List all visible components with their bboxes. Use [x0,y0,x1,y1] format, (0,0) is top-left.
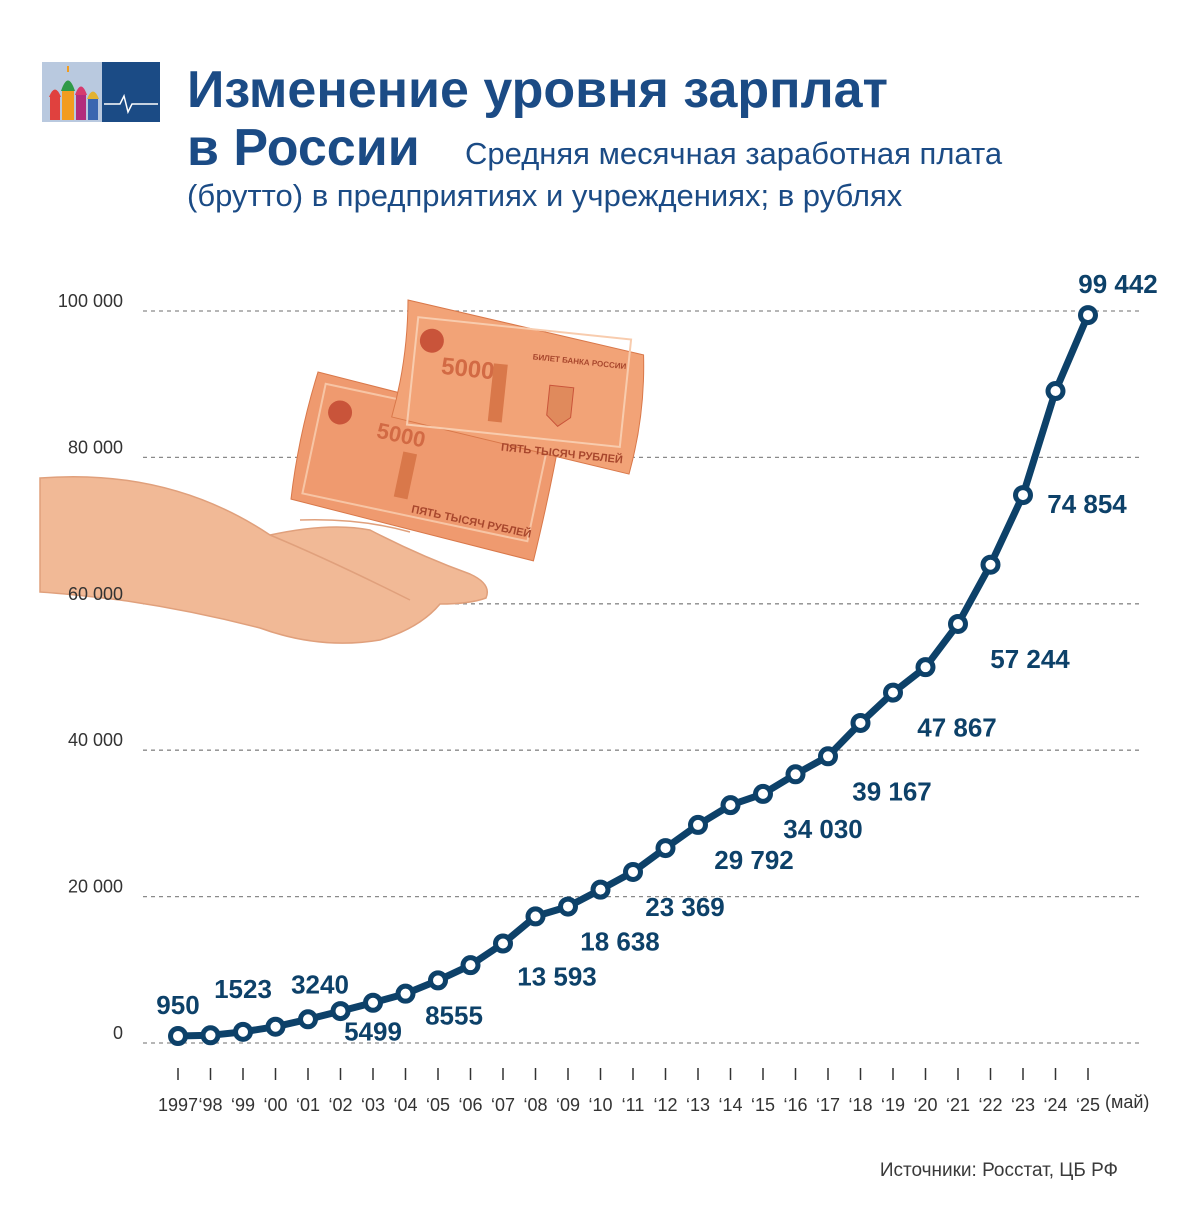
data-point [753,783,773,804]
y-tick-label: 80 000 [68,437,123,457]
data-label: 23 369 [645,892,725,922]
data-point [1045,381,1066,402]
data-label: 29 792 [714,845,794,875]
data-label: 39 167 [852,776,932,806]
y-axis: 0 20 000 40 000 60 000 80 000 100 000 [58,291,123,1043]
x-tick-label: ‘22 [978,1095,1002,1115]
data-points [168,305,1098,1047]
data-label: 74 854 [1047,489,1127,519]
hand-icon [39,475,488,644]
data-point [688,814,708,835]
x-tick-label: ‘07 [491,1095,515,1115]
x-tick-label: 1997 [158,1095,198,1115]
y-tick-label: 100 000 [58,291,123,311]
banknote-front-denomination: 5000 [440,353,496,385]
title-line-2: в России [187,119,420,177]
x-tick-label: ‘02 [328,1095,352,1115]
source-note: Источники: Росстат, ЦБ РФ [879,1160,1118,1181]
moscow-logo-icon [42,62,160,122]
data-label: 1523 [214,974,272,1004]
data-label: 34 030 [783,814,863,844]
x-tick-label: ‘01 [296,1095,320,1115]
subtitle-line-1: Средняя месячная заработная плата [465,136,1003,171]
title-line-1: Изменение уровня зарплат [187,61,888,119]
x-tick-label: ‘99 [231,1095,255,1115]
y-tick-label: 0 [113,1023,123,1043]
data-point [168,1026,188,1047]
data-label: 57 244 [990,644,1070,674]
x-tick-label: ‘16 [783,1095,807,1115]
x-tick-label: ‘00 [263,1095,287,1115]
x-axis-suffix: (май) [1105,1092,1149,1112]
x-tick-label: ‘21 [946,1095,970,1115]
x-tick-label: ‘24 [1043,1095,1067,1115]
data-point [525,906,546,927]
data-point [818,746,838,767]
grid-lines [143,310,1143,1044]
data-point [460,955,481,976]
x-tick-label: ‘12 [653,1095,677,1115]
data-point [850,712,871,733]
x-tick-label: ‘25 [1076,1095,1100,1115]
data-point [948,613,968,634]
data-label: 13 593 [517,961,597,991]
data-label: 47 867 [917,713,997,743]
y-tick-label: 40 000 [68,730,123,750]
data-point [265,1016,286,1037]
data-point [1013,485,1033,506]
data-label: 18 638 [580,927,660,957]
x-tick-label: ‘08 [523,1095,547,1115]
data-point [623,861,643,882]
x-tick-label: ‘04 [393,1095,417,1115]
data-point [590,879,611,900]
data-point [330,1001,351,1022]
data-point [395,983,416,1004]
x-tick-label: ‘20 [913,1095,937,1115]
data-label: 8555 [425,1000,483,1030]
data-label: 5499 [344,1017,402,1047]
x-tick-label: ‘17 [816,1095,840,1115]
data-point [655,838,676,859]
x-tick-label: ‘11 [622,1095,645,1115]
data-point [720,795,741,816]
data-label: 99 442 [1078,269,1158,299]
data-point [785,764,806,785]
x-axis: 1997 ‘98 ‘99 ‘00 ‘01 ‘02 ‘03 ‘04 ‘05 ‘06 ‘07 ‘08 ‘09… [158,1068,1149,1115]
x-tick-label: ‘13 [686,1095,710,1115]
y-tick-label: 20 000 [68,877,123,897]
x-tick-label: ‘19 [881,1095,905,1115]
data-point [298,1009,318,1030]
data-label: 3240 [291,969,349,999]
data-point [200,1025,221,1046]
data-point [428,970,448,991]
x-tick-label: ‘98 [198,1095,222,1115]
data-point [915,657,936,678]
data-point [363,992,383,1013]
data-point [493,933,513,954]
data-point [980,554,1001,575]
banknotes-illustration: 5000 ПЯТЬ ТЫСЯЧ РУБЛЕЙ 5000 БИЛЕТ БАНКА … [290,299,645,562]
data-labels: 950 1523 3240 5499 8555 13 593 18 638 23 369 29 … [156,269,1157,1047]
x-tick-label: ‘14 [718,1095,742,1115]
x-tick-label: ‘15 [751,1095,775,1115]
x-tick-label: ‘18 [848,1095,872,1115]
x-tick-label: ‘10 [588,1095,612,1115]
y-tick-label: 60 000 [68,584,123,604]
subtitle-line-2: (брутто) в предприятиях и учреждениях; в… [187,178,903,213]
data-point [558,896,578,917]
x-tick-label: ‘06 [458,1095,482,1115]
banknote-icon: 5000 БИЛЕТ БАНКА РОССИИ ПЯТЬ ТЫСЯЧ РУБЛЕ… [391,299,645,475]
x-tick-label: ‘23 [1011,1095,1035,1115]
x-tick-label: ‘05 [426,1095,450,1115]
data-point [1078,305,1098,326]
x-tick-label: ‘03 [361,1095,385,1115]
x-tick-label: ‘09 [556,1095,580,1115]
data-point [883,682,903,703]
data-label: 950 [156,990,199,1020]
data-point [233,1021,253,1042]
